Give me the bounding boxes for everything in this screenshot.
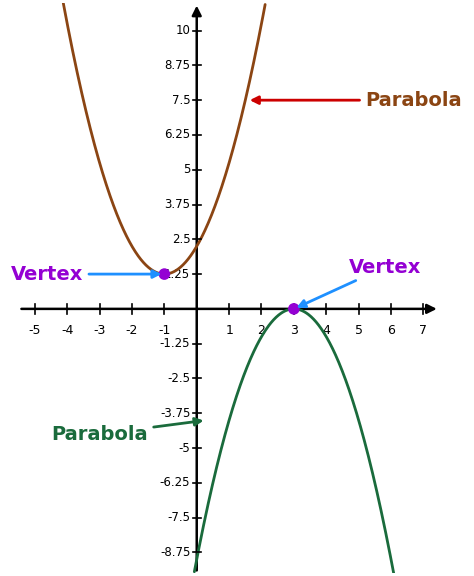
Text: 5: 5	[183, 163, 190, 176]
Text: Vertex: Vertex	[299, 257, 421, 306]
Text: Parabola: Parabola	[253, 90, 462, 109]
Text: Parabola: Parabola	[52, 419, 201, 444]
Text: -2: -2	[126, 324, 138, 337]
Text: 1: 1	[225, 324, 233, 337]
Text: 6.25: 6.25	[164, 128, 190, 142]
Text: 2.5: 2.5	[172, 233, 190, 246]
Text: -8.75: -8.75	[160, 546, 190, 559]
Text: 7: 7	[419, 324, 428, 337]
Text: 5: 5	[355, 324, 363, 337]
Text: 8.75: 8.75	[164, 59, 190, 72]
Text: -3.75: -3.75	[160, 407, 190, 420]
Text: -6.25: -6.25	[160, 476, 190, 489]
Text: 7.5: 7.5	[172, 94, 190, 107]
Text: 3.75: 3.75	[164, 198, 190, 211]
Text: 4: 4	[322, 324, 330, 337]
Text: 6: 6	[387, 324, 395, 337]
Text: -1.25: -1.25	[160, 337, 190, 350]
Point	[290, 304, 298, 313]
Text: Vertex: Vertex	[11, 264, 158, 283]
Text: -5: -5	[28, 324, 41, 337]
Text: -1: -1	[158, 324, 171, 337]
Text: -7.5: -7.5	[167, 511, 190, 524]
Text: -4: -4	[61, 324, 73, 337]
Text: 1.25: 1.25	[164, 268, 190, 281]
Text: -2.5: -2.5	[167, 372, 190, 385]
Text: 10: 10	[175, 24, 190, 37]
Text: 3: 3	[290, 324, 298, 337]
Text: -3: -3	[93, 324, 106, 337]
Text: -5: -5	[179, 441, 190, 454]
Text: 2: 2	[257, 324, 265, 337]
Point	[161, 270, 168, 279]
